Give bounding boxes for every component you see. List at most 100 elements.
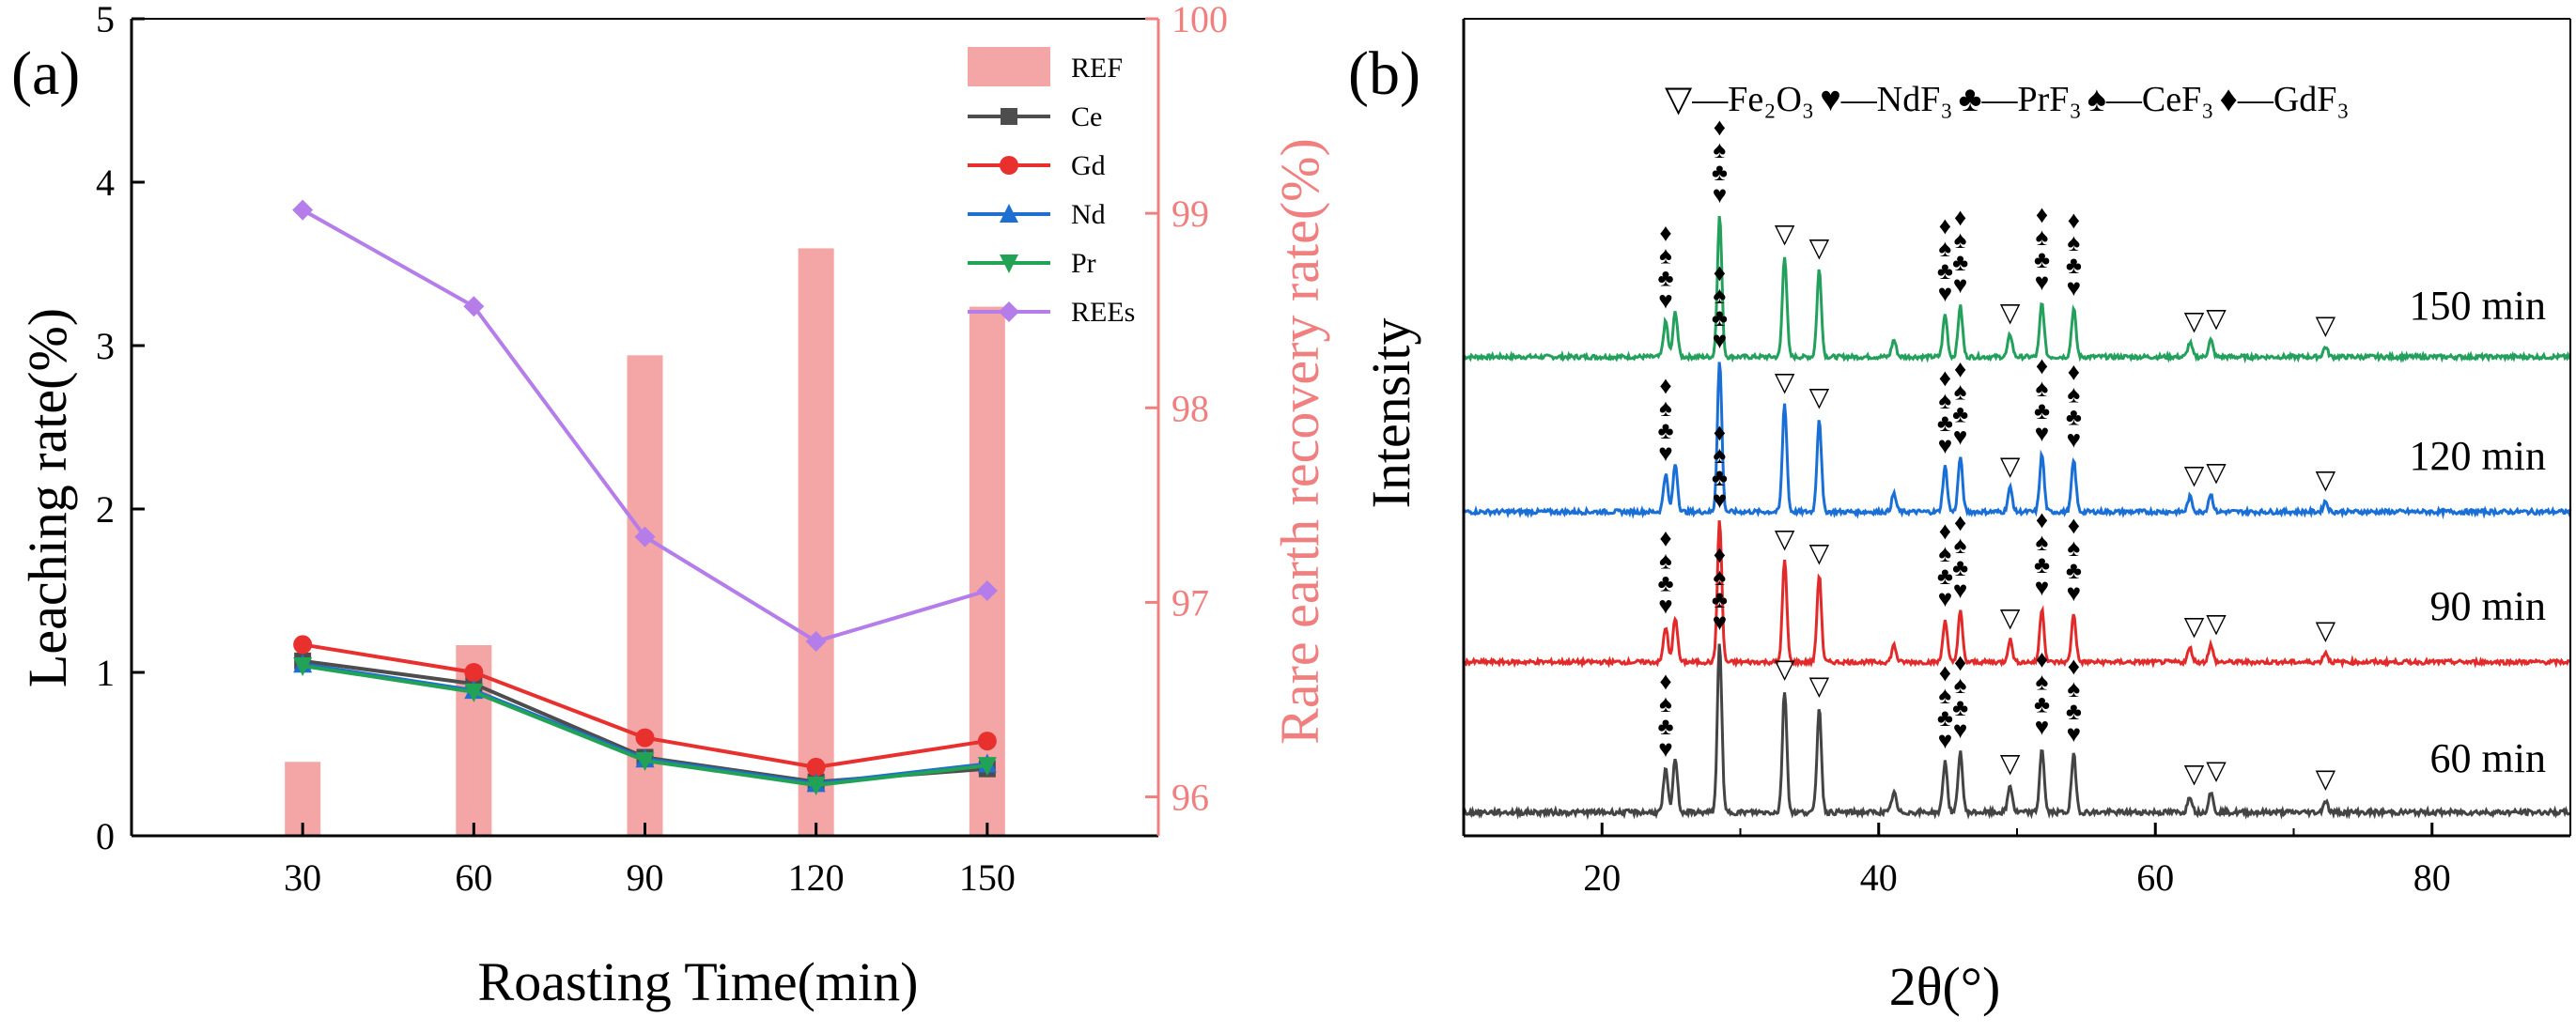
peak-symbol: ▽ <box>1809 539 1830 568</box>
peak-symbol: ▽ <box>1775 525 1795 554</box>
y-axis-title-left-a: Leaching rate(%) <box>17 308 78 687</box>
peak-symbol: ▽ <box>2206 304 2227 333</box>
peak-symbol: ♣ <box>2034 551 2050 578</box>
panel-a-label: (a) <box>11 39 80 108</box>
peak-symbol: ♠ <box>2036 224 2049 251</box>
peak-symbol: ♠ <box>2067 675 2080 702</box>
point-rees <box>976 580 998 601</box>
peak-symbol: ♣ <box>2066 252 2082 279</box>
peak-symbol: ▽ <box>2000 452 2021 481</box>
peak-symbol: ♦ <box>1954 649 1966 676</box>
peak-symbol: ▽ <box>2206 756 2227 785</box>
y-axis-title-right-a: Rare earth recovery rate(%) <box>1269 138 1330 745</box>
peak-symbol: ▽ <box>2184 307 2205 336</box>
trace-label: 90 min <box>2430 583 2546 629</box>
y-tick-label-right: 99 <box>1172 193 1209 235</box>
y-tick-label-right: 96 <box>1172 777 1209 819</box>
peak-symbol: ♠ <box>2067 381 2080 409</box>
peak-symbol: ♠ <box>1659 690 1672 717</box>
legend-marker-nd <box>1000 204 1018 223</box>
peak-symbol: ♥ <box>1658 287 1672 315</box>
peak-symbol: ♦ <box>1659 525 1671 552</box>
x-tick-label-b: 40 <box>1860 856 1898 899</box>
point-pr <box>293 657 313 677</box>
legend-marker-gd <box>1000 156 1018 175</box>
peak-symbol: ♦ <box>2036 352 2048 379</box>
peak-symbol: ▽ <box>2000 749 2021 779</box>
peak-symbol: ♥ <box>2067 274 2081 301</box>
peak-symbol: ♣ <box>1952 694 1968 721</box>
peak-symbol: ♣ <box>1937 563 1953 590</box>
peak-symbol: ♣ <box>1712 159 1728 186</box>
y-tick-label-right: 98 <box>1172 387 1209 429</box>
peak-symbol: ▽ <box>1775 220 1795 249</box>
peak-symbol: ♣ <box>1657 570 1673 597</box>
peak-symbol: ♠ <box>1714 282 1727 309</box>
trace-label: 120 min <box>2410 433 2546 479</box>
x-tick-label-a: 30 <box>284 856 321 899</box>
peak-symbol: ▽ <box>2184 612 2205 641</box>
y-tick-label-left: 1 <box>96 652 115 694</box>
peak-symbol: ♠ <box>1954 671 1967 699</box>
peak-symbol: ♥ <box>2035 269 2049 296</box>
peak-symbol: ♥ <box>1938 432 1952 459</box>
phase-symbol-prf3: ♣ <box>1959 80 1982 119</box>
x-tick-label-b: 60 <box>2136 856 2174 899</box>
x-axis-title-b: 2θ(°) <box>1889 956 2001 1017</box>
panel-b-label: (b) <box>1348 39 1420 108</box>
phase-label-cef3: CeF₃ <box>2142 80 2214 119</box>
x-tick-label-a: 150 <box>959 856 1016 899</box>
peak-symbol: ▽ <box>2316 617 2336 646</box>
point-rees <box>463 296 485 317</box>
peak-symbol: ▽ <box>2316 466 2336 495</box>
peak-symbol: ♠ <box>1714 441 1727 469</box>
xrd-trace-60-min <box>1462 643 2571 821</box>
y-tick-label-left: 4 <box>96 162 115 204</box>
peak-symbol: ♦ <box>2068 512 2080 539</box>
peak-symbol: ♠ <box>2036 375 2049 402</box>
peak-symbol: ♠ <box>1714 563 1727 591</box>
peak-symbol: ♣ <box>2066 698 2082 725</box>
peak-symbol: ♥ <box>1953 271 1967 299</box>
peak-symbol: ♦ <box>2036 646 2048 673</box>
x-axis-title-a: Roasting Time(min) <box>478 951 919 1012</box>
peak-symbol: ♦ <box>1714 541 1726 568</box>
peak-symbol: ♦ <box>1714 259 1726 286</box>
peak-symbol: ♥ <box>1953 717 1967 744</box>
peak-symbol: ♦ <box>1939 364 1951 392</box>
peak-symbol: ▽ <box>2316 312 2336 341</box>
y-tick-label-left: 0 <box>96 815 115 857</box>
x-tick-label-b: 80 <box>2413 856 2451 899</box>
peak-symbol: ♠ <box>1659 547 1672 575</box>
point-rees <box>634 526 656 547</box>
peak-symbol: ♦ <box>2036 201 2048 228</box>
peak-symbol: ♠ <box>1939 682 1952 709</box>
y-tick-label-left: 5 <box>96 0 115 40</box>
ref-bar <box>798 248 834 836</box>
phase-label-ndf3: NdF₃ <box>1877 80 1953 119</box>
point-pr <box>806 777 826 796</box>
peak-symbol: ♦ <box>2068 653 2080 680</box>
peak-symbol: ▽ <box>1775 368 1795 397</box>
x-tick-label-a: 60 <box>455 856 492 899</box>
peak-symbol: ♦ <box>1714 419 1726 446</box>
peak-symbol: ▽ <box>1809 383 1830 412</box>
point-rees <box>805 630 827 652</box>
point-gd <box>806 757 826 777</box>
point-gd <box>293 635 313 655</box>
legend-marker-pr <box>1000 254 1018 273</box>
legend-label-gd: Gd <box>1071 150 1106 181</box>
peak-symbol: ♠ <box>2036 529 2049 556</box>
peak-symbol: ♦ <box>1954 204 1966 231</box>
peak-symbol: ♦ <box>2068 359 2080 386</box>
phase-legend: ▽—Fe₂O₃ ♥—NdF₃ ♣—PrF₃ ♠—CeF₃ ♦—GdF₃ <box>1665 80 2350 119</box>
peak-symbol: ♥ <box>1713 609 1727 636</box>
peak-symbol: ♣ <box>2066 404 2082 431</box>
peak-symbol: ▽ <box>1809 234 1830 263</box>
peak-symbol: ♥ <box>1938 585 1952 612</box>
phase-label-gdf3: GdF₃ <box>2273 80 2350 119</box>
peak-symbol: ♣ <box>1657 417 1673 444</box>
peak-symbol: ♠ <box>2067 229 2080 256</box>
